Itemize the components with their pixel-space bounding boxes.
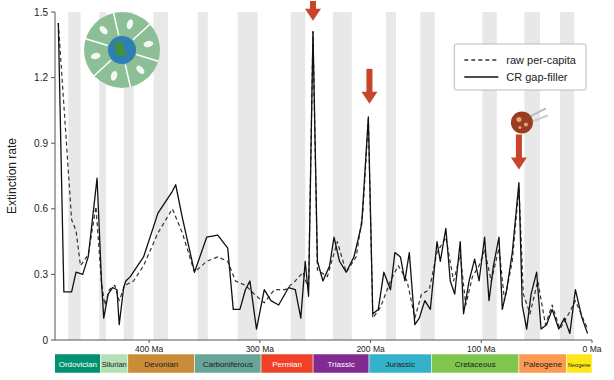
icon-creature: [143, 40, 154, 48]
stage-band: [198, 12, 208, 340]
arrow-shaft: [516, 134, 522, 158]
arrow-shaft: [366, 69, 372, 93]
legend-swatch: [464, 76, 498, 77]
y-axis-title: Extinction rate: [5, 138, 19, 214]
period: [313, 354, 369, 373]
y-tick-label: 0: [42, 335, 48, 346]
icon-spoke: [133, 24, 150, 40]
globe-icon: [84, 12, 160, 88]
arrow-head: [511, 157, 527, 169]
y-tick: [51, 77, 55, 78]
crater: [516, 117, 521, 122]
x-tick-label: 200 Ma: [356, 344, 385, 354]
y-tick-label: 1.5: [34, 7, 48, 18]
period-label: Permian: [272, 360, 302, 369]
legend-label: raw per-capita: [506, 54, 577, 66]
legend-box: [454, 44, 586, 90]
crater: [518, 126, 521, 129]
stage-band: [68, 12, 80, 340]
icon-creature: [126, 19, 135, 30]
streak: [530, 108, 546, 116]
period: [519, 354, 567, 373]
y-tick-label: 0.3: [34, 269, 48, 280]
y-tick-label: 0.9: [34, 138, 48, 149]
period-labels: Ordovician Silurian Devonian Carboniferous P…: [59, 360, 591, 369]
period-bar: [55, 354, 592, 373]
icon-creature: [90, 52, 101, 60]
x-tick-label: 300 Ma: [246, 344, 275, 354]
period-label: Cretaceous: [455, 360, 496, 369]
arrow-head: [305, 9, 321, 21]
meteorite: [511, 111, 533, 133]
period-label: Silurian: [102, 360, 127, 369]
y-tick: [51, 143, 55, 144]
icon-spoke: [136, 54, 158, 61]
period: [369, 354, 431, 373]
period-label: Devonian: [144, 360, 178, 369]
series-line: [58, 23, 587, 334]
period: [195, 354, 261, 373]
event-arrow: [361, 69, 377, 104]
x-tick-label: 0 Ma: [583, 344, 602, 354]
legend: raw per-capita CR gap-filler: [454, 44, 586, 90]
icon-creature: [98, 24, 109, 35]
period-label: Paleogene: [524, 360, 563, 369]
y-tick-label: 1.2: [34, 72, 48, 83]
event-arrow: [305, 1, 321, 21]
period: [567, 354, 592, 373]
icon-disc: [84, 12, 160, 88]
arrow-shaft: [310, 1, 316, 10]
y-tick: [51, 208, 55, 209]
x-axis-line: [55, 340, 592, 341]
period: [431, 354, 518, 373]
y-tick: [51, 340, 55, 341]
y-tick: [51, 12, 55, 13]
streak: [532, 115, 548, 121]
y-axis-line: [55, 12, 56, 340]
lines: [58, 23, 587, 334]
chart: 0 0.3 0.6 0.9 1.2 1.5 400 Ma 300 Ma 200 Ma 100 Ma…: [0, 0, 614, 380]
icon-spoke: [125, 65, 130, 87]
icon-spoke: [114, 13, 119, 35]
period-label: Triassic: [327, 360, 354, 369]
y-tick: [51, 274, 55, 275]
period: [101, 354, 128, 373]
stage-band: [386, 12, 396, 340]
icon-creature: [135, 64, 146, 75]
y-tick-label: 0.6: [34, 203, 48, 214]
icon-land: [114, 41, 128, 57]
period-label: Jurassic: [386, 360, 415, 369]
icon-earth: [108, 36, 136, 64]
period-label: Ordovician: [59, 360, 97, 369]
event-arrow: [511, 134, 527, 169]
legend-swatch: [464, 59, 498, 60]
period: [55, 354, 101, 373]
icon-creature: [110, 70, 119, 81]
stage-band: [238, 12, 258, 340]
period: [128, 354, 195, 373]
icon-spoke: [94, 60, 111, 76]
x-tick-label: 400 Ma: [135, 344, 164, 354]
arrow-head: [361, 92, 377, 104]
stage-band: [333, 12, 352, 340]
crater: [524, 122, 528, 126]
icon-spoke: [86, 39, 108, 46]
x-tick-label: 100 Ma: [467, 344, 496, 354]
period-label: Carboniferous: [203, 360, 253, 369]
meteorite-icon: [511, 108, 548, 133]
legend-label: CR gap-filler: [506, 71, 567, 83]
period-label: Neogene: [568, 362, 590, 368]
period: [261, 354, 313, 373]
